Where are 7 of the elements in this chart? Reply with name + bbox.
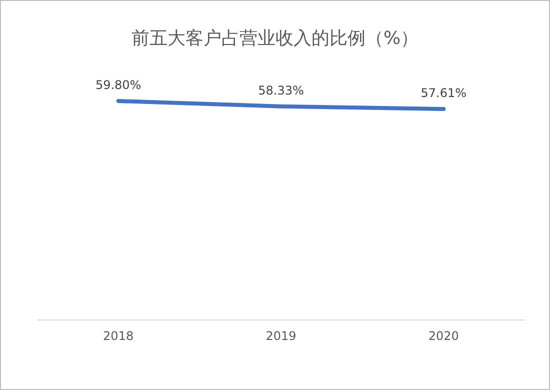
chart-title: 前五大客户占营业收入的比例（%） xyxy=(131,28,419,49)
data-label: 58.33% xyxy=(258,83,304,98)
data-label: 57.61% xyxy=(420,86,467,100)
x-tick-label: 2018 xyxy=(103,329,134,343)
x-tick-label: 2019 xyxy=(266,329,296,343)
data-label: 59.80% xyxy=(95,78,142,92)
x-tick-label: 2020 xyxy=(428,329,459,343)
